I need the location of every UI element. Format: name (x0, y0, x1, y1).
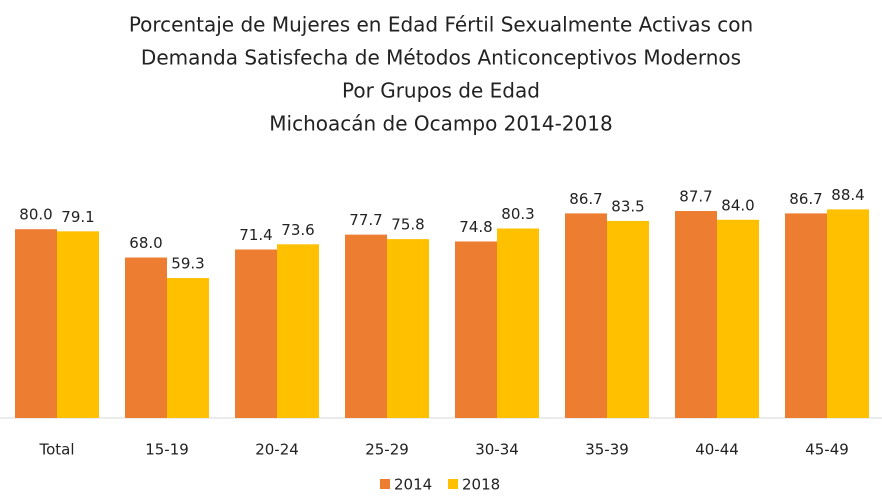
bar (497, 228, 539, 418)
data-label: 80.3 (501, 205, 534, 223)
data-label: 68.0 (129, 234, 162, 252)
data-label: 86.7 (569, 190, 602, 208)
bar (827, 209, 869, 418)
x-tick-label: Total (38, 441, 74, 459)
data-label: 80.0 (19, 206, 52, 224)
chart-title: Michoacán de Ocampo 2014-2018 (269, 112, 612, 136)
bar (167, 278, 209, 418)
bar (387, 239, 429, 418)
data-label: 77.7 (349, 211, 382, 229)
x-tick-label: 35-39 (585, 441, 629, 459)
data-label: 86.7 (789, 190, 822, 208)
data-label: 75.8 (391, 216, 424, 234)
x-tick-label: 15-19 (145, 441, 189, 459)
data-label: 79.1 (61, 208, 94, 226)
data-label: 74.8 (459, 218, 492, 236)
bar (455, 241, 497, 418)
bar (565, 213, 607, 418)
x-tick-label: 20-24 (255, 441, 299, 459)
data-label: 71.4 (239, 226, 272, 244)
bar (717, 219, 759, 418)
x-tick-label: 45-49 (805, 441, 849, 459)
x-tick-label: 30-34 (475, 441, 519, 459)
chart-title: Porcentaje de Mujeres en Edad Fértil Sex… (129, 13, 753, 37)
data-label: 87.7 (679, 188, 712, 206)
bar (785, 213, 827, 418)
bar (235, 249, 277, 418)
chart-title: Demanda Satisfecha de Métodos Anticoncep… (141, 46, 741, 70)
bar (607, 220, 649, 418)
bar (125, 257, 167, 418)
data-label: 83.5 (611, 197, 644, 215)
data-label: 73.6 (281, 221, 314, 239)
chart-title: Por Grupos de Edad (342, 79, 540, 103)
x-tick-label: 40-44 (695, 441, 739, 459)
bar (277, 244, 319, 418)
legend-label: 2018 (462, 476, 500, 494)
x-tick-label: 25-29 (365, 441, 409, 459)
bar (15, 229, 57, 418)
data-label: 84.0 (721, 196, 754, 214)
legend-label: 2014 (394, 476, 432, 494)
legend-swatch (448, 479, 458, 489)
bar (57, 231, 99, 418)
data-label: 88.4 (831, 186, 864, 204)
bar (345, 234, 387, 418)
data-label: 59.3 (171, 255, 204, 273)
legend-swatch (380, 479, 390, 489)
bar (675, 211, 717, 418)
